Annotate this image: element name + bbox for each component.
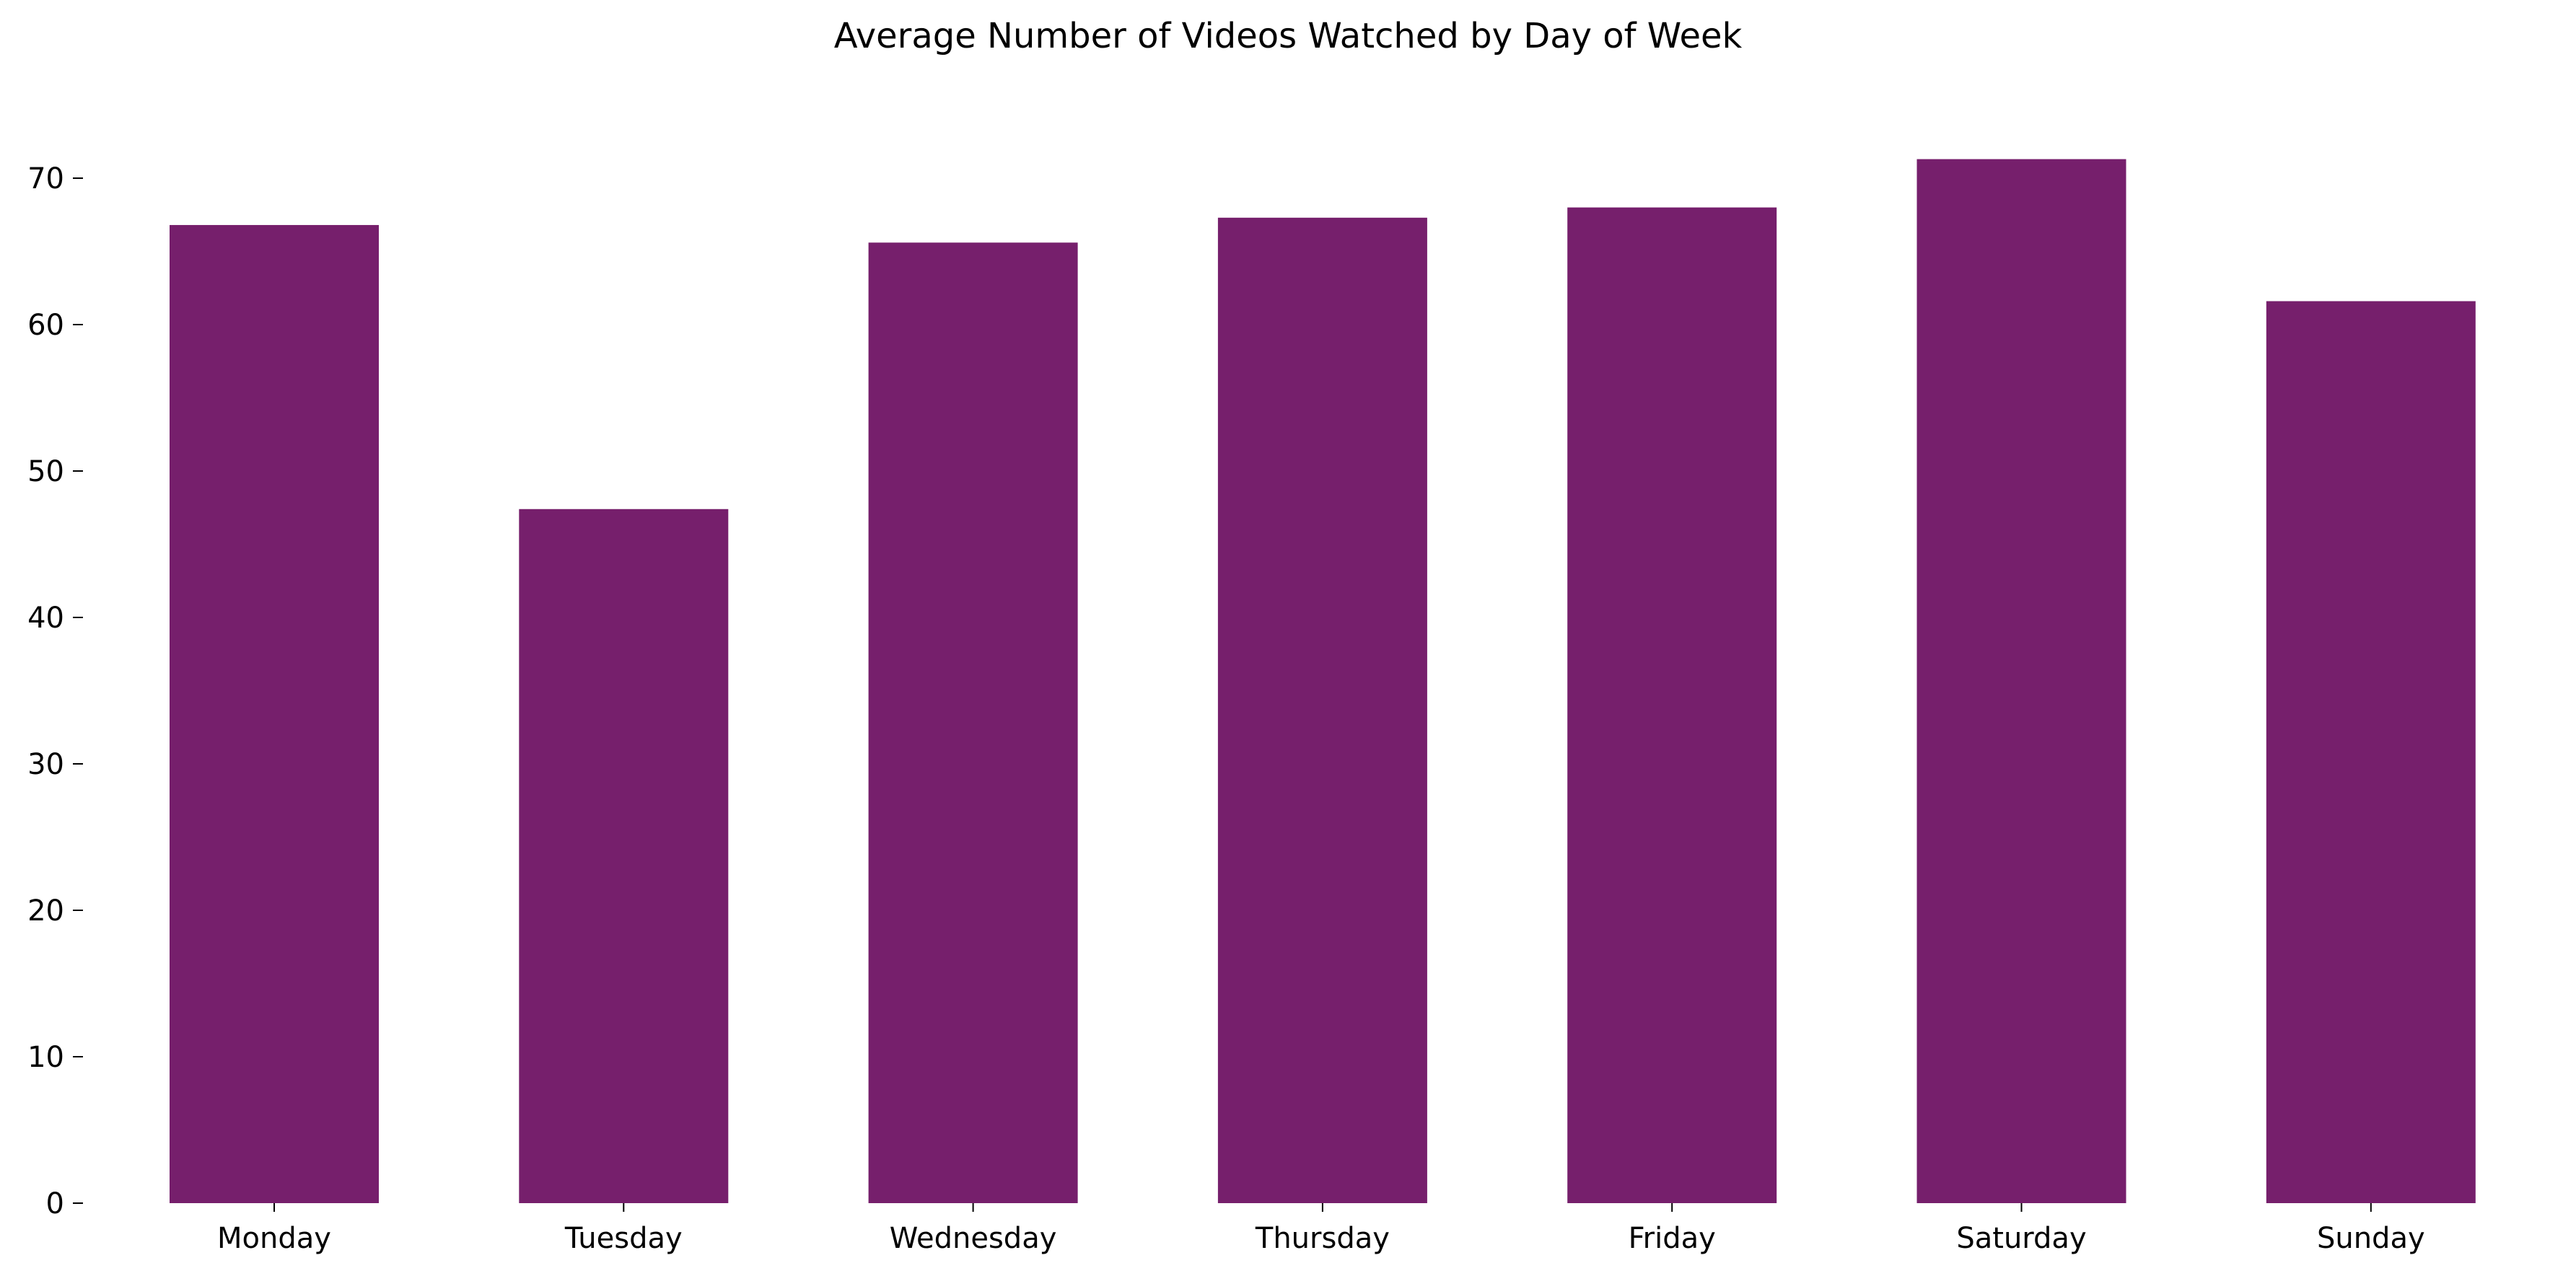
x-tick-label-sunday: Sunday	[2317, 1222, 2425, 1255]
y-tick-label-40: 40	[27, 602, 64, 635]
y-tick-label-60: 60	[27, 309, 64, 342]
y-tick-label-70: 70	[27, 162, 64, 195]
y-tick-label-20: 20	[27, 894, 64, 928]
bar-monday	[170, 224, 379, 1204]
chart-title: Average Number of Videos Watched by Day …	[833, 16, 1743, 56]
x-tick-label-tuesday: Tuesday	[564, 1222, 683, 1255]
y-axis: 0 10 20 30 40 50 60 70	[27, 162, 83, 1220]
bar-tuesday	[519, 509, 729, 1203]
x-tick-label-monday: Monday	[217, 1222, 331, 1255]
bar-thursday	[1217, 217, 1427, 1203]
y-tick-label-10: 10	[27, 1041, 64, 1074]
bar-sunday	[2266, 301, 2476, 1203]
y-tick-label-30: 30	[27, 748, 64, 781]
x-tick-label-friday: Friday	[1629, 1222, 1716, 1255]
x-axis: Monday Tuesday Wednesday Thursday Friday Satu…	[217, 1203, 2425, 1255]
bar-wednesday	[868, 242, 1078, 1203]
y-tick-label-50: 50	[27, 455, 64, 488]
x-tick-label-saturday: Saturday	[1956, 1222, 2086, 1255]
bar-friday	[1567, 207, 1777, 1204]
y-tick-label-0: 0	[46, 1187, 64, 1220]
x-tick-label-wednesday: Wednesday	[890, 1222, 1057, 1255]
x-tick-label-thursday: Thursday	[1255, 1222, 1390, 1255]
bars-layer	[170, 159, 2476, 1204]
bar-saturday	[1916, 159, 2126, 1204]
